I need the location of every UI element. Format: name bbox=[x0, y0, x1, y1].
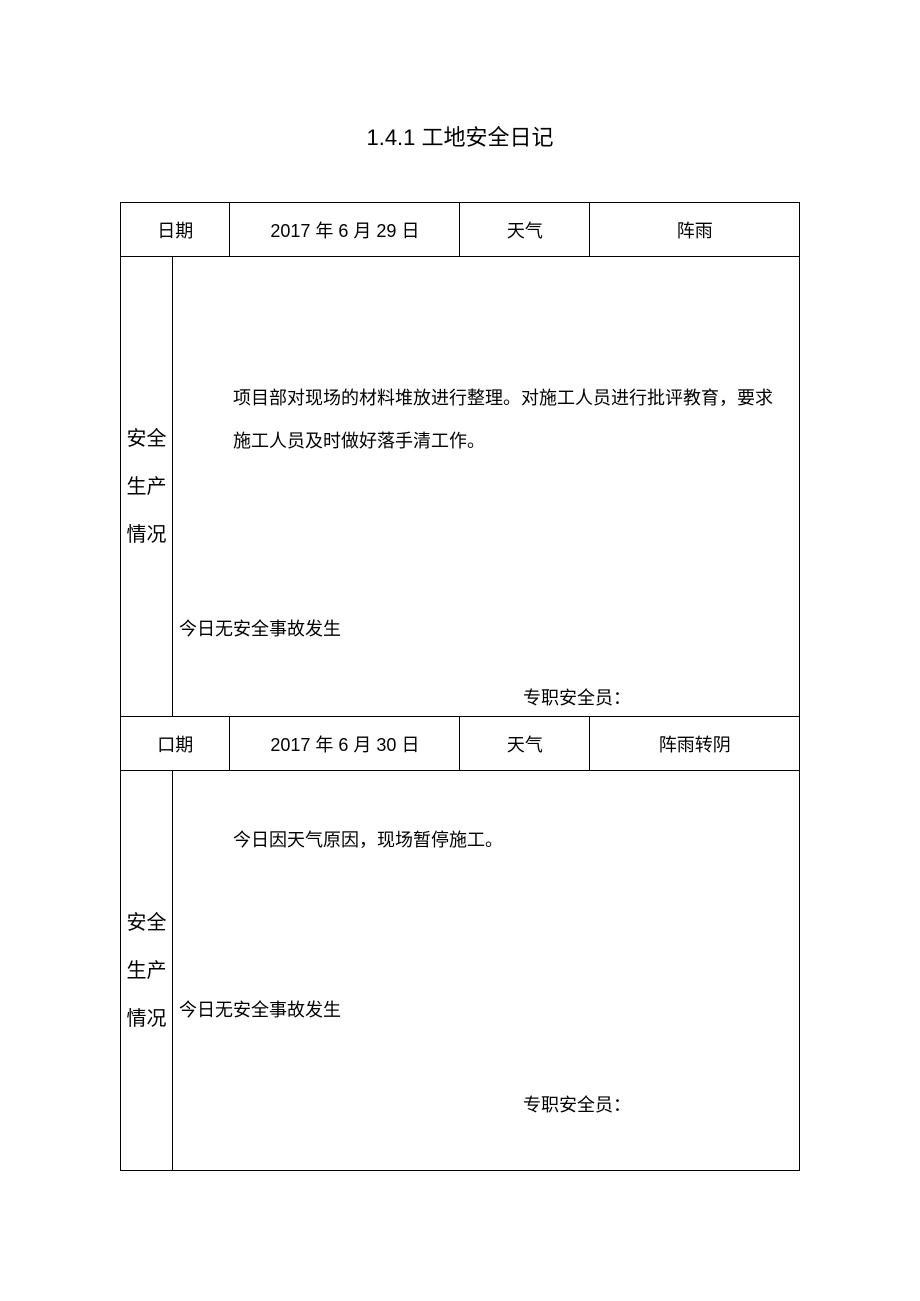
entry-1-content: 项目部对现场的材料堆放进行整理。对施工人员进行批评教育，要求施工人员及时做好落手… bbox=[173, 257, 799, 716]
entry-1-header-row: 日期 2017 年 6 月 29 日 天气 阵雨 bbox=[121, 203, 800, 257]
situation-label: 安全 生产 情况 bbox=[121, 257, 173, 717]
entry-1-date: 2017 年 6 月 29 日 bbox=[230, 203, 460, 257]
entry-1-body-main: 项目部对现场的材料堆放进行整理。对施工人员进行批评教育，要求施工人员及时做好落手… bbox=[233, 377, 779, 463]
situation-label: 安全 生产 情况 bbox=[121, 771, 173, 1171]
entry-1-weather: 阵雨 bbox=[590, 203, 800, 257]
entry-2-date: 2017 年 6 月 30 日 bbox=[230, 717, 460, 771]
entry-1-content-cell: 项目部对现场的材料堆放进行整理。对施工人员进行批评教育，要求施工人员及时做好落手… bbox=[173, 257, 800, 717]
entry-2-body-main: 今日因天气原因，现场暂停施工。 bbox=[233, 826, 503, 852]
entry-2-content: 今日因天气原因，现场暂停施工。 今日无安全事故发生 专职安全员： bbox=[173, 771, 799, 1170]
entry-1-signer-label: 专职安全员： bbox=[523, 684, 631, 710]
page-title: 1.4.1 工地安全日记 bbox=[120, 120, 800, 152]
situation-label-part1: 安全 bbox=[121, 899, 172, 947]
date-label-alt: 口期 bbox=[121, 717, 230, 771]
situation-label-part1: 安全 bbox=[121, 415, 172, 463]
weather-label: 天气 bbox=[460, 717, 590, 771]
weather-label: 天气 bbox=[460, 203, 590, 257]
entry-2-weather: 阵雨转阴 bbox=[590, 717, 800, 771]
entry-2-body-footer: 今日无安全事故发生 bbox=[179, 996, 341, 1022]
situation-label-part3: 情况 bbox=[121, 995, 172, 1043]
entry-1-body-row: 安全 生产 情况 项目部对现场的材料堆放进行整理。对施工人员进行批评教育，要求施… bbox=[121, 257, 800, 717]
entry-2-header-row: 口期 2017 年 6 月 30 日 天气 阵雨转阴 bbox=[121, 717, 800, 771]
entry-2-signer-label: 专职安全员： bbox=[523, 1091, 631, 1117]
entry-1-body-footer: 今日无安全事故发生 bbox=[179, 615, 341, 641]
entry-2-body-row: 安全 生产 情况 今日因天气原因，现场暂停施工。 今日无安全事故发生 专职安全员… bbox=[121, 771, 800, 1171]
situation-label-part2: 生产 bbox=[121, 463, 172, 511]
date-label: 日期 bbox=[121, 203, 230, 257]
safety-log-table: 日期 2017 年 6 月 29 日 天气 阵雨 安全 生产 情况 项目部对现场… bbox=[120, 202, 800, 1171]
situation-label-part3: 情况 bbox=[121, 511, 172, 559]
situation-label-part2: 生产 bbox=[121, 947, 172, 995]
entry-2-content-cell: 今日因天气原因，现场暂停施工。 今日无安全事故发生 专职安全员： bbox=[173, 771, 800, 1171]
